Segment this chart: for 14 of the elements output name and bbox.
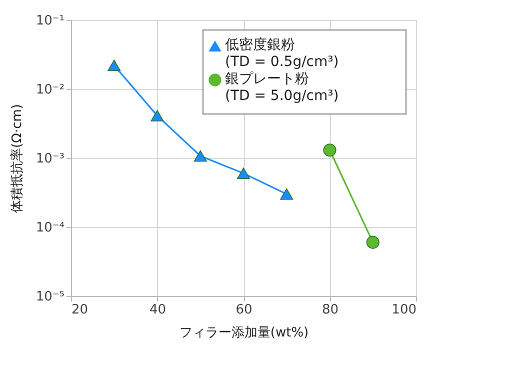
y-tick-label: 10⁻⁵ [36,290,64,304]
legend-label: 銀プレート粉 (TD = 5.0g/cm³) [225,71,339,104]
y-tick-label: 10⁻¹ [36,14,64,28]
x-tick-label: 40 [149,302,166,318]
y-axis-title: 体積抵抗率(Ω·cm) [8,104,25,214]
y-tick-label: 10⁻³ [36,152,64,166]
x-tick-label: 20 [72,302,88,318]
x-tick-label: 60 [236,302,252,318]
legend-label: 低密度銀粉 (TD = 0.5g/cm³) [225,37,339,70]
y-tick-label: 10⁻⁴ [36,220,64,236]
x-tick-label: 100 [392,302,416,318]
x-axis-title: フィラー添加量(wt%) [179,326,309,340]
x-tick-label: 80 [322,302,339,318]
y-tick-label: 10⁻² [36,82,64,98]
